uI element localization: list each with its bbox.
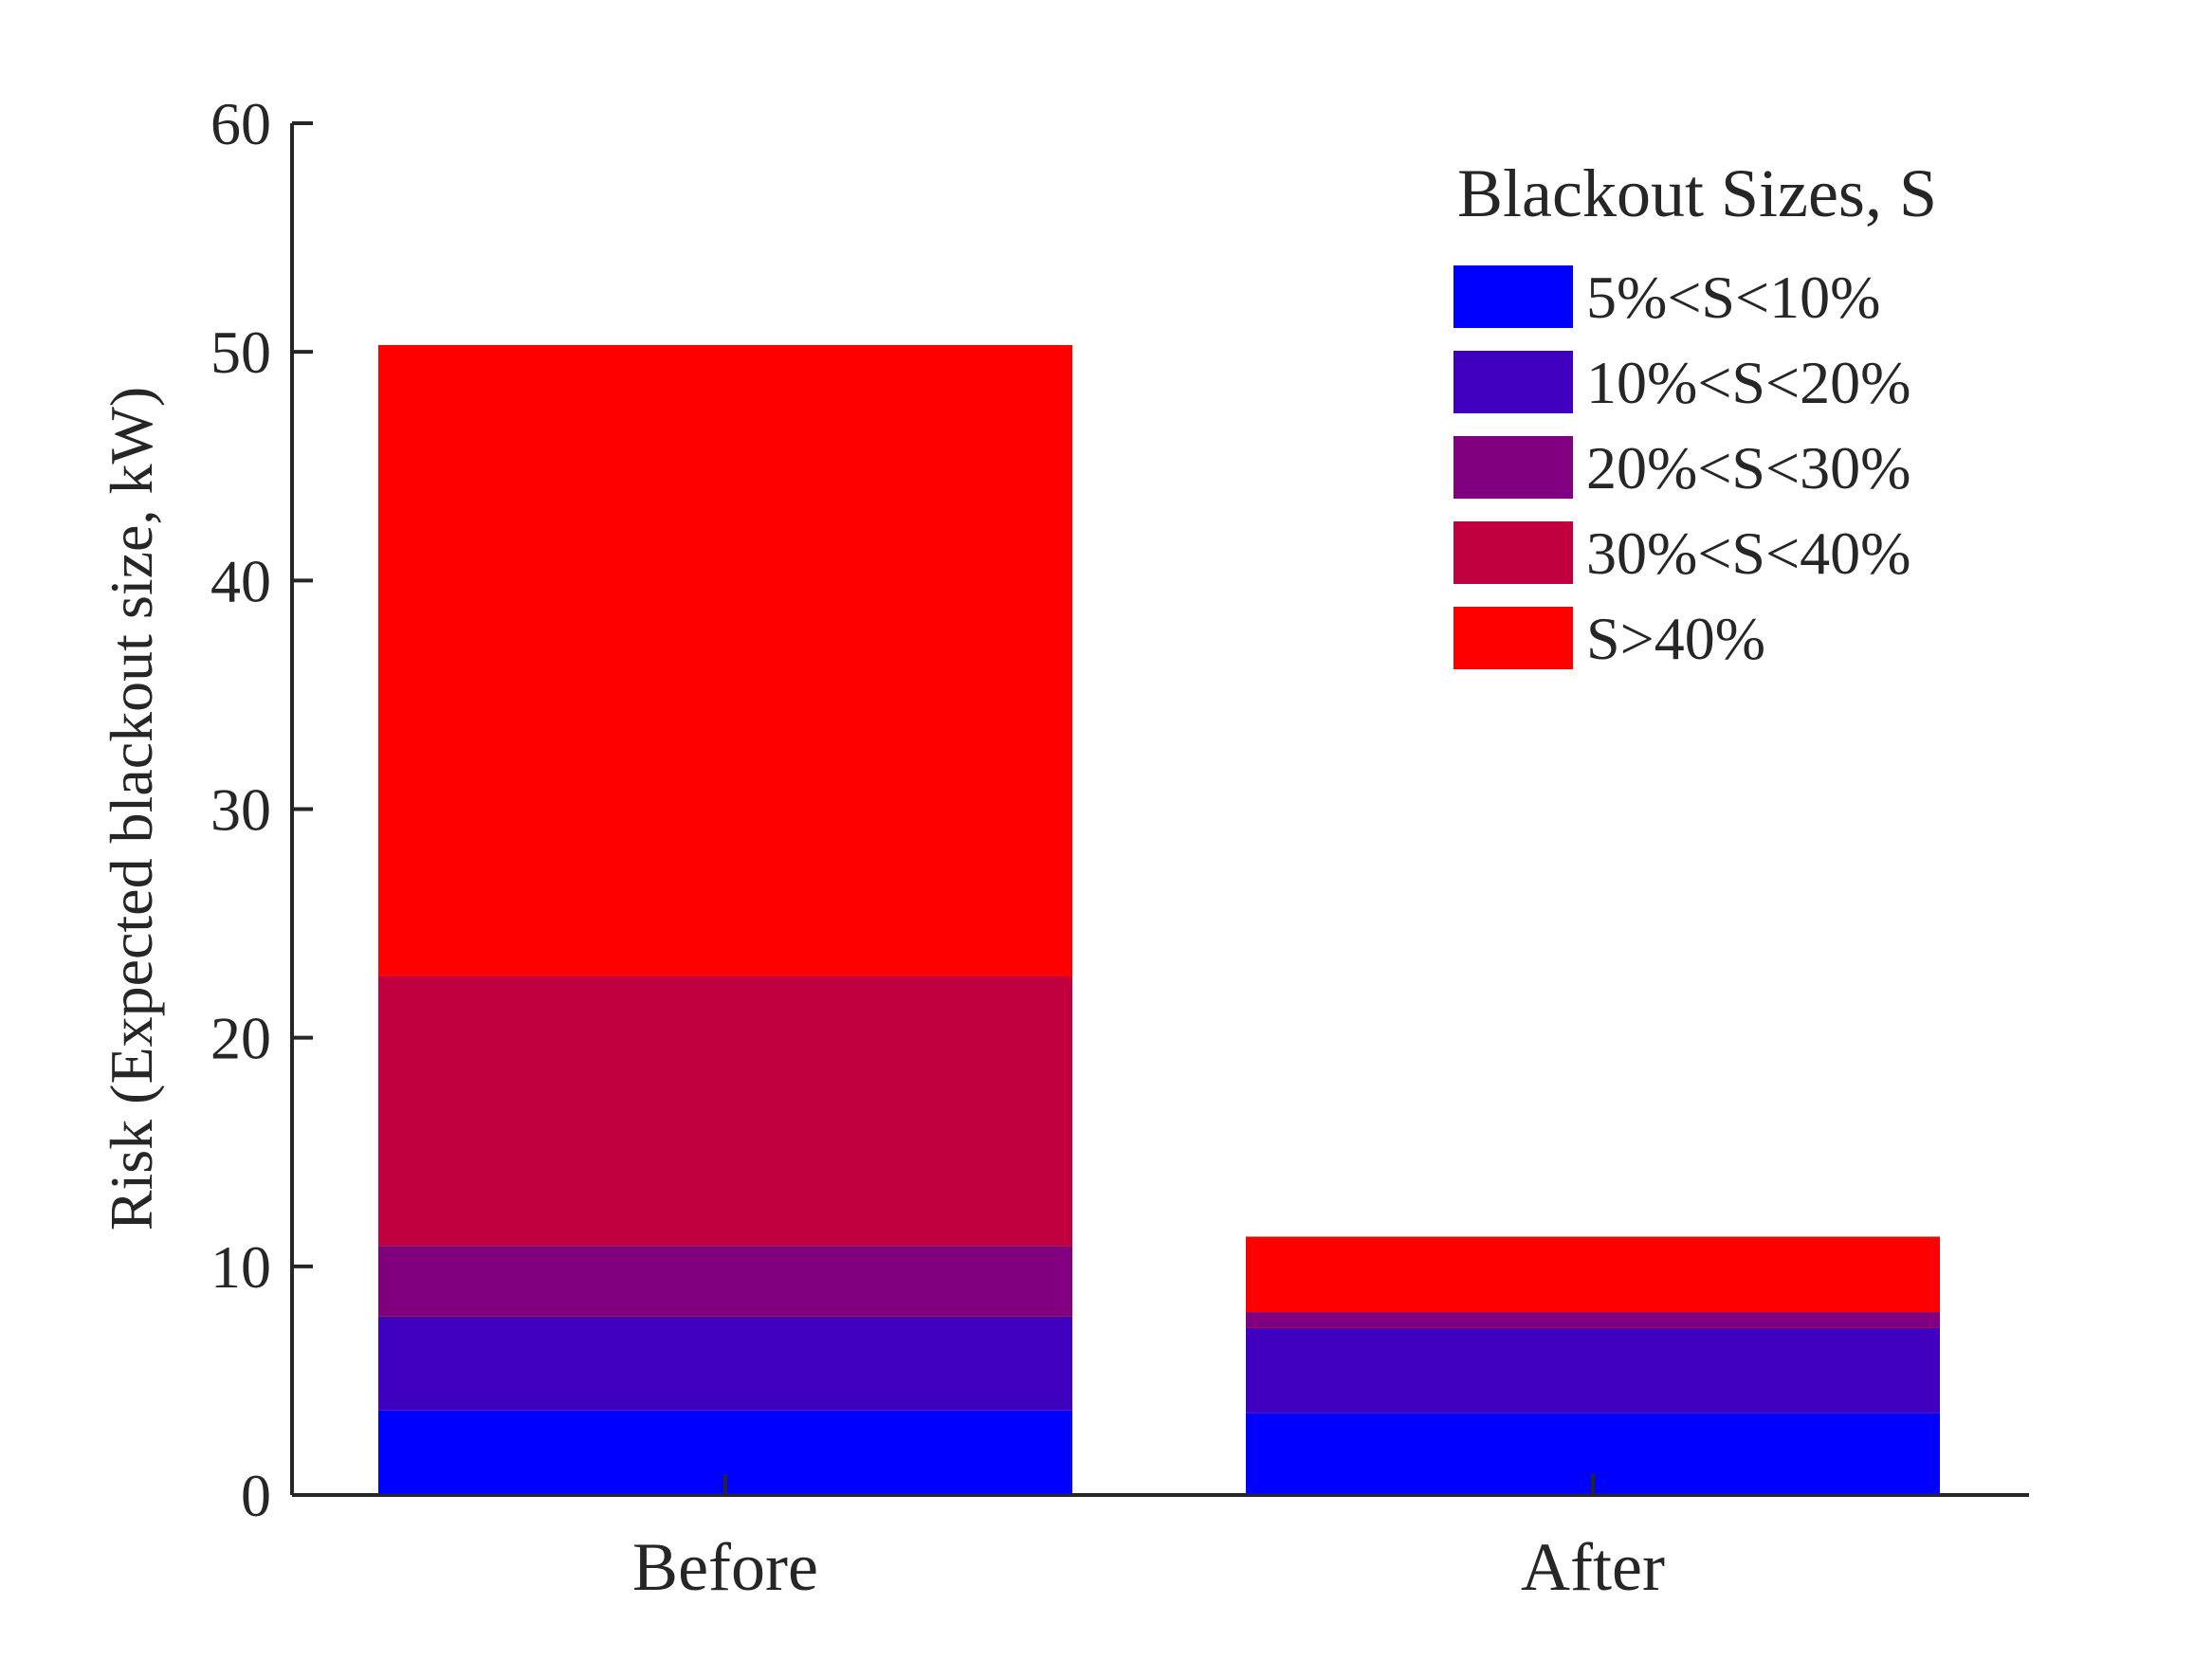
legend-label: S>40% (1586, 605, 1765, 672)
legend-label: 30%<S<40% (1586, 520, 1910, 587)
bar-segment-after-4 (1246, 1236, 1940, 1313)
legend-label: 10%<S<20% (1586, 349, 1910, 416)
category-labels-group: Before After (632, 1474, 1665, 1605)
bar-segment-before-4 (378, 344, 1072, 976)
y-tick-label: 40 (210, 547, 271, 614)
legend-swatch (1453, 607, 1573, 669)
legend-title: Blackout Sizes, S (1457, 155, 1937, 231)
bar-segment-before-2 (378, 1246, 1072, 1317)
legend-label: 20%<S<30% (1586, 434, 1910, 501)
legend: Blackout Sizes, S 5%<S<10% 10%<S<20% 20%<S… (1453, 155, 1937, 672)
y-tick-label: 10 (210, 1233, 271, 1301)
y-axis-label: Risk (Expected blackout size, kW) (98, 387, 165, 1231)
bar-segment-before-1 (378, 1316, 1072, 1411)
legend-items: 5%<S<10% 10%<S<20% 20%<S<30% 30%<S<40% S>40% (1453, 264, 1910, 672)
bars-group (378, 344, 1940, 1495)
legend-label: 5%<S<10% (1586, 264, 1880, 331)
x-category-label: Before (632, 1529, 818, 1605)
y-tick-label: 0 (241, 1462, 271, 1529)
y-ticks-group: 0 10 20 30 40 50 60 (210, 90, 313, 1529)
y-tick-label: 50 (210, 319, 271, 386)
y-tick-label: 20 (210, 1005, 271, 1072)
y-tick-label: 60 (210, 90, 271, 157)
y-tick-label: 30 (210, 776, 271, 844)
x-category-label: After (1521, 1529, 1665, 1605)
bar-segment-before-3 (378, 975, 1072, 1247)
bar-segment-after-2 (1246, 1312, 1940, 1328)
legend-swatch (1453, 351, 1573, 413)
legend-swatch (1453, 521, 1573, 584)
legend-swatch (1453, 436, 1573, 499)
bar-segment-after-1 (1246, 1327, 1940, 1413)
legend-swatch (1453, 265, 1573, 328)
